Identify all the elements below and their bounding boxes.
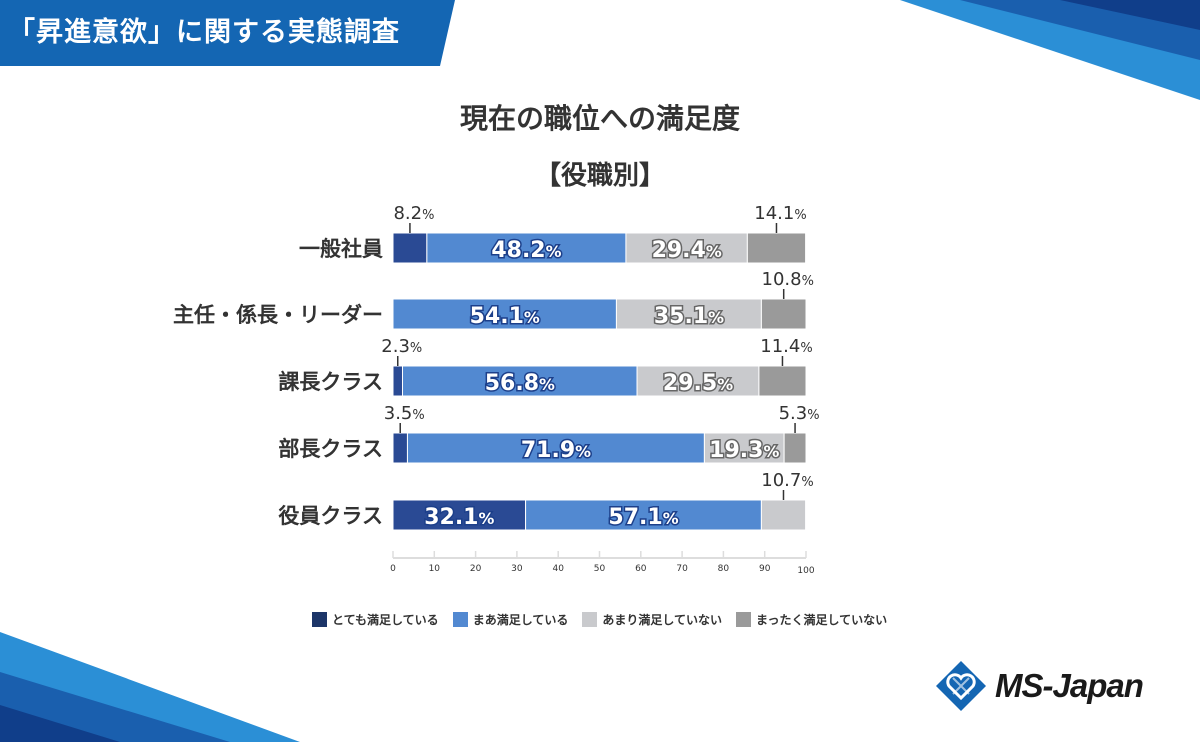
data-label: 11.4% xyxy=(760,336,812,357)
data-label: 3.5% xyxy=(384,403,425,424)
data-label: 10.7% xyxy=(761,470,813,491)
category-label: 一般社員 xyxy=(299,237,383,261)
bar-segment xyxy=(758,365,807,397)
bar-segment xyxy=(746,232,807,264)
x-tick-label: 90 xyxy=(759,564,771,574)
x-tick-label: 10 xyxy=(429,564,441,574)
legend-swatch xyxy=(582,612,598,627)
bar-segment xyxy=(625,232,748,264)
data-label: 56.8% xyxy=(485,371,555,396)
data-label: 19.3% xyxy=(709,438,779,463)
category-label: 課長クラス xyxy=(278,370,383,394)
bar-segment xyxy=(760,298,807,330)
legend-item: まったく満足していない xyxy=(736,611,887,628)
x-tick-label: 80 xyxy=(718,564,730,574)
bar-segment xyxy=(401,365,638,397)
bar-segment xyxy=(760,499,807,531)
data-label: 8.2% xyxy=(393,203,434,224)
bar-segment xyxy=(703,432,785,464)
ms-japan-logo: MS-Japan xyxy=(935,660,1144,712)
x-tick-label: 40 xyxy=(552,564,564,574)
bar-segment xyxy=(636,365,760,397)
data-label: 54.1% xyxy=(470,304,540,329)
data-label: 29.5% xyxy=(663,371,733,396)
legend-swatch xyxy=(736,612,751,627)
data-label: 10.8% xyxy=(762,269,814,290)
legend-label: まあ満足している xyxy=(472,613,569,627)
legend-item: まあ満足している xyxy=(452,611,569,628)
data-label: 32.1% xyxy=(424,505,494,530)
data-label: 71.9% xyxy=(521,438,591,463)
x-tick-label: 0 xyxy=(390,564,396,574)
x-tick-label: 60 xyxy=(635,564,647,574)
data-label: 57.1% xyxy=(608,505,678,530)
data-label: 29.4% xyxy=(652,238,722,263)
data-label: 5.3% xyxy=(779,403,820,424)
legend-label: まったく満足していない xyxy=(756,613,888,627)
heart-diamond-icon xyxy=(936,661,986,711)
data-label: 35.1% xyxy=(654,304,724,329)
logo-text: MS-Japan xyxy=(995,667,1144,704)
chart-subtitle: 【役職別】 xyxy=(534,161,665,191)
legend-swatch xyxy=(312,612,327,627)
legend-item: とても満足している xyxy=(312,611,439,628)
data-label: 48.2% xyxy=(491,238,561,263)
chart-title: 現在の職位への満足度 xyxy=(459,102,740,135)
bar-segment xyxy=(392,232,428,264)
bar-segment xyxy=(392,298,617,330)
bar-segment xyxy=(783,432,807,464)
bar-segment xyxy=(392,499,527,531)
x-tick-label: 70 xyxy=(676,564,688,574)
legend-label: とても満足している xyxy=(332,613,439,627)
x-tick-label: 100 xyxy=(797,566,814,576)
data-label: 2.3% xyxy=(381,336,422,357)
legend-label: あまり満足していない xyxy=(602,613,722,627)
x-tick-label: 30 xyxy=(511,564,523,574)
category-label: 部長クラス xyxy=(278,437,383,461)
bar-segment xyxy=(615,298,762,330)
legend-swatch xyxy=(452,612,468,627)
bar-segment xyxy=(406,432,705,464)
x-tick-label: 50 xyxy=(594,564,606,574)
category-label: 役員クラス xyxy=(278,504,383,528)
legend: とても満足している まあ満足している あまり満足していない まったく満足していな… xyxy=(312,611,887,628)
bar-segment xyxy=(392,365,403,397)
x-tick-label: 20 xyxy=(470,564,482,574)
legend-item: あまり満足していない xyxy=(582,611,722,628)
bar-segment xyxy=(392,432,408,464)
data-label: 14.1% xyxy=(754,203,806,224)
survey-title-banner: 「昇進意欲」に関する実態調査 xyxy=(8,17,400,48)
category-label: 主任・係長・リーダー xyxy=(173,303,383,327)
